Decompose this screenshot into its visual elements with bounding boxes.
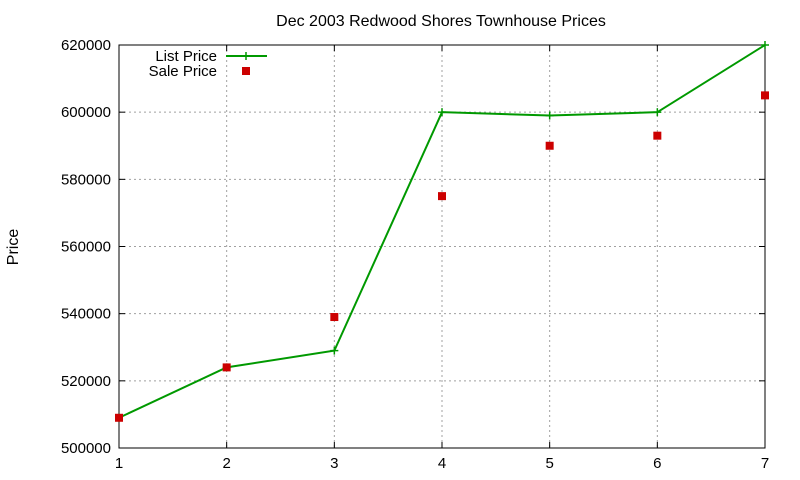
x-tick-label: 7 [761,455,769,472]
y-tick-label: 560000 [61,239,111,256]
y-tick-label: 580000 [61,171,111,188]
list-price-point [653,108,662,117]
sale-price-point [653,131,662,140]
grid-lines [119,45,765,448]
y-tick-label: 600000 [61,104,111,121]
sale-price-point [330,313,339,322]
x-tick-label: 1 [115,455,123,472]
sale-price-point [438,192,446,201]
list-price-point [438,108,446,117]
x-tick-label: 5 [545,455,553,472]
legend-label-list-price: List Price [155,48,217,65]
x-tick-label: 3 [330,455,338,472]
sale-price-point [761,91,769,100]
sale-price-point [115,413,123,422]
list-price-point [330,346,339,355]
x-tick-label: 6 [653,455,661,472]
y-tick-label: 500000 [61,440,111,457]
legend-marker-sale-price [242,67,250,75]
x-tick-label: 2 [222,455,230,472]
list-price-point [545,111,554,120]
sale-price-point [545,141,554,150]
sale-price-point [222,363,231,372]
axis-ticks: 500000 520000 540000 560000 580000 600000 6200… [61,37,769,472]
series-layer [115,41,769,422]
list-price-point [761,41,769,49]
y-axis-label: Price [5,229,22,266]
y-tick-label: 540000 [61,306,111,323]
y-tick-label: 620000 [61,37,111,54]
legend-label-sale-price: Sale Price [149,63,217,80]
x-tick-label: 4 [438,455,446,472]
chart-title: Dec 2003 Redwood Shores Townhouse Prices [276,13,606,30]
y-tick-label: 520000 [61,373,111,390]
